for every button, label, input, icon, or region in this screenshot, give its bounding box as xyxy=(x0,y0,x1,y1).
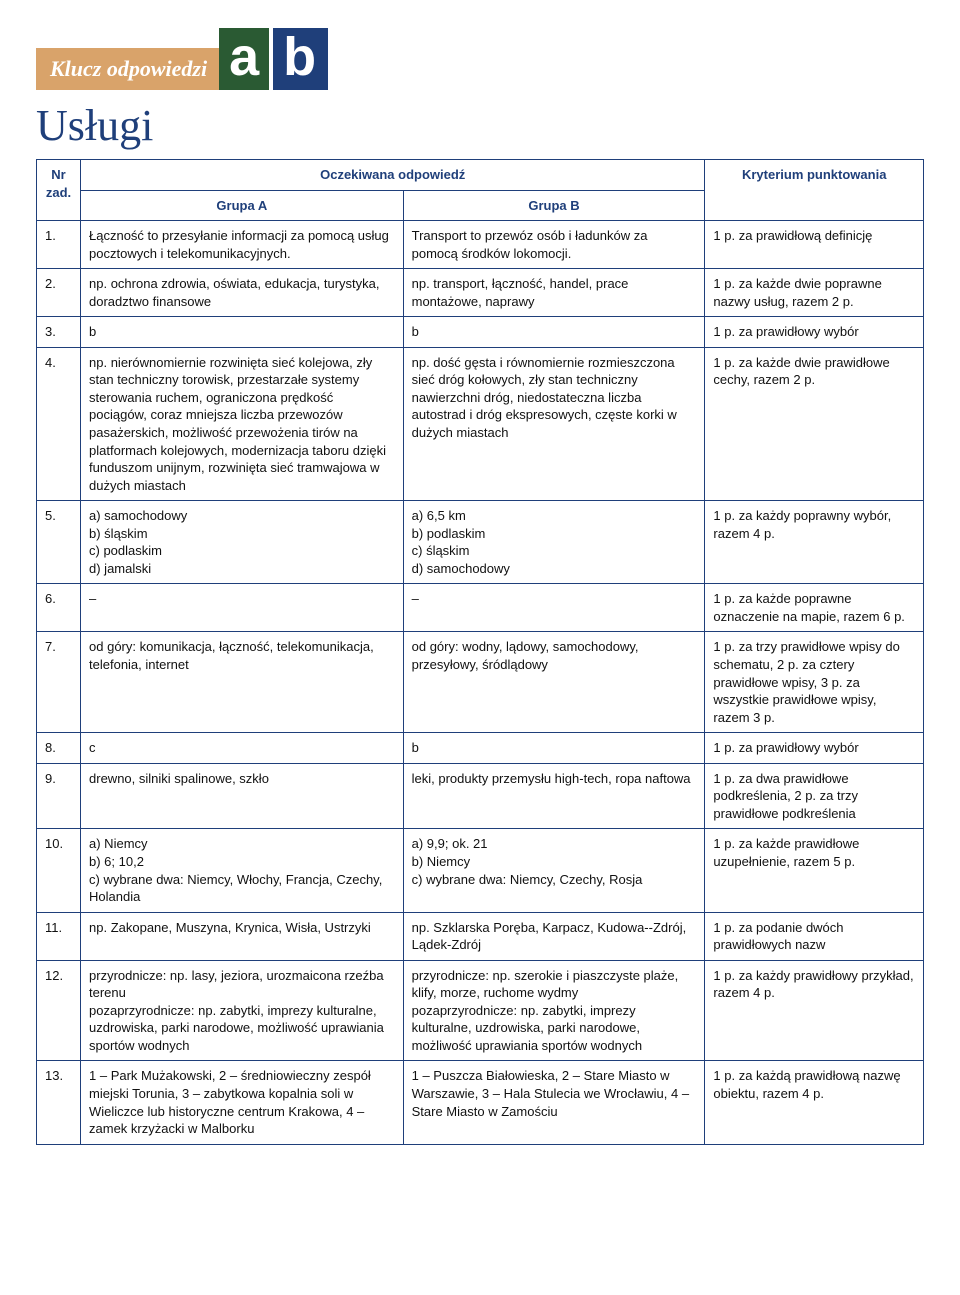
cell-group-b: np. dość gęsta i równomiernie rozmieszcz… xyxy=(403,347,705,500)
page-title: Usługi xyxy=(36,100,924,151)
cell-kryterium: 1 p. za dwa prawidłowe podkreślenia, 2 p… xyxy=(705,763,924,829)
cell-kryterium: 1 p. za każdy poprawny wybór, razem 4 p. xyxy=(705,501,924,584)
cell-nr: 4. xyxy=(37,347,81,500)
cell-group-a: np. nierównomiernie rozwinięta sieć kole… xyxy=(81,347,404,500)
cell-kryterium: 1 p. za prawidłową definicję xyxy=(705,221,924,269)
cell-group-a: 1 – Park Mużakowski, 2 – średniowieczny … xyxy=(81,1061,404,1144)
th-nr-l1: Nr xyxy=(51,167,65,182)
table-row: 1.Łączność to przesyłanie informacji za … xyxy=(37,221,924,269)
cell-nr: 13. xyxy=(37,1061,81,1144)
cell-group-b: b xyxy=(403,317,705,348)
cell-kryterium: 1 p. za prawidłowy wybór xyxy=(705,317,924,348)
cell-kryterium: 1 p. za każdy prawidłowy przykład, razem… xyxy=(705,960,924,1061)
table-row: 11.np. Zakopane, Muszyna, Krynica, Wisła… xyxy=(37,912,924,960)
table-row: 10.a) Niemcy b) 6; 10,2 c) wybrane dwa: … xyxy=(37,829,924,912)
table-head: Nr zad. Oczekiwana odpowiedź Kryterium p… xyxy=(37,160,924,221)
cell-kryterium: 1 p. za każde prawidłowe uzupełnienie, r… xyxy=(705,829,924,912)
cell-group-a: – xyxy=(81,584,404,632)
cell-group-a: np. ochrona zdrowia, oświata, edukacja, … xyxy=(81,269,404,317)
cell-kryterium: 1 p. za każde dwie poprawne nazwy usług,… xyxy=(705,269,924,317)
table-row: 3.bb1 p. za prawidłowy wybór xyxy=(37,317,924,348)
table-row: 5.a) samochodowy b) śląskim c) podlaskim… xyxy=(37,501,924,584)
cell-group-a: a) Niemcy b) 6; 10,2 c) wybrane dwa: Nie… xyxy=(81,829,404,912)
cell-group-b: leki, produkty przemysłu high-tech, ropa… xyxy=(403,763,705,829)
table-row: 13.1 – Park Mużakowski, 2 – średniowiecz… xyxy=(37,1061,924,1144)
table-row: 12.przyrodnicze: np. lasy, jeziora, uroz… xyxy=(37,960,924,1061)
cell-group-b: np. transport, łączność, handel, prace m… xyxy=(403,269,705,317)
cell-group-b: 1 – Puszcza Białowieska, 2 – Stare Miast… xyxy=(403,1061,705,1144)
cell-group-b: np. Szklarska Poręba, Karpacz, Kudowa-­-… xyxy=(403,912,705,960)
cell-kryterium: 1 p. za trzy prawidłowe wpisy do schemat… xyxy=(705,632,924,733)
cell-nr: 10. xyxy=(37,829,81,912)
cell-group-b: – xyxy=(403,584,705,632)
cell-nr: 5. xyxy=(37,501,81,584)
cell-group-a: c xyxy=(81,733,404,764)
cell-group-b: od góry: wodny, lądowy, samochodowy, prz… xyxy=(403,632,705,733)
cell-nr: 6. xyxy=(37,584,81,632)
ab-logo: a b xyxy=(219,28,328,90)
cell-group-b: a) 9,9; ok. 21 b) Niemcy c) wybrane dwa:… xyxy=(403,829,705,912)
table-row: 6.––1 p. za każde poprawne oznaczenie na… xyxy=(37,584,924,632)
th-ga: Grupa A xyxy=(81,190,404,221)
cell-group-b: Transport to przewóz osób i ładunków za … xyxy=(403,221,705,269)
cell-kryterium: 1 p. za każde dwie prawidłowe cechy, raz… xyxy=(705,347,924,500)
table-row: 7.od góry: komunikacja, łączność, teleko… xyxy=(37,632,924,733)
cell-nr: 7. xyxy=(37,632,81,733)
table-body: 1.Łączność to przesyłanie informacji za … xyxy=(37,221,924,1145)
cell-group-a: np. Zakopane, Muszyna, Krynica, Wisła, U… xyxy=(81,912,404,960)
logo-a: a xyxy=(219,28,269,90)
cell-kryterium: 1 p. za prawidłowy wybór xyxy=(705,733,924,764)
cell-kryterium: 1 p. za każdą prawidłową nazwę obiektu, … xyxy=(705,1061,924,1144)
cell-kryterium: 1 p. za każde poprawne oznaczenie na map… xyxy=(705,584,924,632)
table-row: 4.np. nierównomiernie rozwinięta sieć ko… xyxy=(37,347,924,500)
th-gb: Grupa B xyxy=(403,190,705,221)
logo-row: Klucz odpowiedzi a b xyxy=(36,28,924,90)
table-row: 9.drewno, silniki spalinowe, szkłoleki, … xyxy=(37,763,924,829)
cell-nr: 1. xyxy=(37,221,81,269)
cell-group-b: przyrodnicze: np. szerokie i piaszczyste… xyxy=(403,960,705,1061)
th-mid: Oczekiwana odpowiedź xyxy=(81,160,705,191)
logo-b: b xyxy=(273,28,328,90)
page: Klucz odpowiedzi a b Usługi Nr zad. Ocze… xyxy=(0,0,960,1181)
cell-group-a: b xyxy=(81,317,404,348)
cell-nr: 11. xyxy=(37,912,81,960)
cell-group-a: Łączność to przesyłanie informacji za po… xyxy=(81,221,404,269)
cell-group-b: b xyxy=(403,733,705,764)
th-nr-l2: zad. xyxy=(46,185,71,200)
answer-key-table: Nr zad. Oczekiwana odpowiedź Kryterium p… xyxy=(36,159,924,1145)
cell-group-a: a) samochodowy b) śląskim c) podlaskim d… xyxy=(81,501,404,584)
klucz-badge: Klucz odpowiedzi xyxy=(36,48,221,90)
cell-nr: 12. xyxy=(37,960,81,1061)
th-nr: Nr zad. xyxy=(37,160,81,221)
cell-nr: 8. xyxy=(37,733,81,764)
cell-group-b: a) 6,5 km b) podlaskim c) śląskim d) sam… xyxy=(403,501,705,584)
cell-group-a: przyrodnicze: np. lasy, jeziora, urozmai… xyxy=(81,960,404,1061)
cell-group-a: od góry: komunikacja, łączność, telekomu… xyxy=(81,632,404,733)
cell-kryterium: 1 p. za podanie dwóch prawidłowych nazw xyxy=(705,912,924,960)
cell-group-a: drewno, silniki spalinowe, szkło xyxy=(81,763,404,829)
table-row: 8.cb1 p. za prawidłowy wybór xyxy=(37,733,924,764)
table-row: 2.np. ochrona zdrowia, oświata, edukacja… xyxy=(37,269,924,317)
cell-nr: 9. xyxy=(37,763,81,829)
cell-nr: 3. xyxy=(37,317,81,348)
cell-nr: 2. xyxy=(37,269,81,317)
th-kryt: Kryterium punktowania xyxy=(705,160,924,221)
